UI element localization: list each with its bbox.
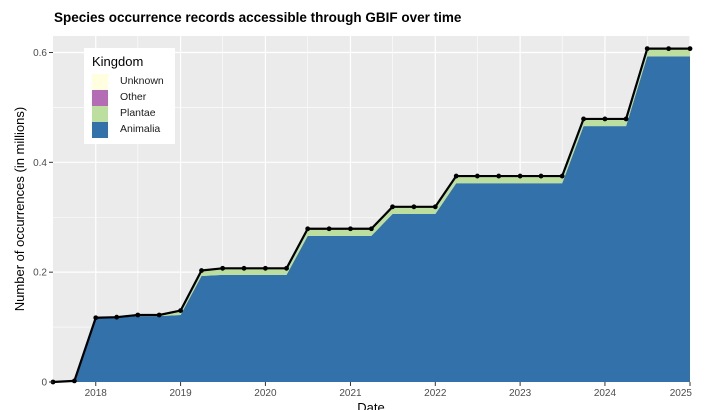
legend-title: Kingdom: [92, 54, 144, 69]
total-point: [623, 116, 629, 122]
legend-label-animalia: Animalia: [120, 123, 161, 135]
legend-key-plantae: [92, 106, 108, 122]
stacked-areas: [53, 48, 690, 382]
total-point: [263, 265, 268, 271]
x-tick-label: 2019: [169, 388, 192, 399]
y-tick-label: 0.6: [33, 48, 47, 59]
total-point: [93, 315, 99, 321]
x-tick-label: 2020: [254, 388, 277, 399]
total-point: [241, 265, 247, 271]
x-tick-label: 2022: [424, 388, 447, 399]
total-point: [114, 314, 120, 320]
total-point: [687, 46, 693, 52]
total-point: [326, 226, 332, 232]
total-point: [538, 173, 544, 179]
legend-item-unknown: Unknown: [92, 74, 177, 90]
x-axis: 2018 2019 2020 2021 2022 2023 2024 2025: [85, 382, 693, 399]
total-point: [390, 204, 395, 210]
total-point: [666, 46, 672, 52]
legend-item-animalia: Animalia: [92, 122, 177, 138]
x-tick-label: 2018: [85, 388, 108, 399]
total-point: [368, 226, 374, 232]
total-point: [474, 173, 480, 179]
y-axis-title: Number of occurrences (in millions): [12, 107, 27, 311]
legend-item-other: Other: [92, 90, 177, 106]
total-point: [602, 116, 608, 122]
total-point: [496, 173, 502, 179]
legend-key-other: [92, 90, 108, 106]
total-point: [559, 173, 565, 179]
total-point: [453, 173, 459, 179]
x-axis-title: Date: [357, 400, 384, 410]
total-point: [432, 204, 438, 210]
legend-key-unknown: [92, 74, 108, 90]
total-point: [156, 312, 162, 318]
x-tick-label: 2024: [594, 388, 617, 399]
chart-title: Species occurrence records accessible th…: [54, 10, 462, 25]
y-tick-label: 0: [41, 378, 47, 389]
total-point: [517, 173, 523, 179]
legend-item-plantae: Plantae: [92, 106, 177, 122]
y-tick-label: 0.2: [33, 268, 47, 279]
x-tick-label: 2023: [509, 388, 532, 399]
total-point: [305, 226, 311, 232]
legend: Kingdom Unknown Other Plantae Animalia: [84, 48, 175, 144]
total-point: [411, 204, 417, 210]
total-point: [644, 46, 650, 52]
y-axis: 0 0.2 0.4 0.6: [33, 48, 53, 389]
y-tick-label: 0.4: [33, 158, 47, 169]
total-point: [220, 265, 226, 271]
total-point: [199, 268, 204, 273]
total-point: [178, 308, 183, 314]
total-point: [348, 226, 353, 232]
total-point: [581, 116, 586, 122]
total-point: [284, 265, 289, 271]
legend-label-other: Other: [120, 91, 147, 103]
x-tick-label: 2025: [670, 388, 693, 399]
legend-key-animalia: [92, 122, 108, 138]
total-point: [71, 378, 77, 384]
area-animalia: [53, 56, 690, 382]
legend-label-plantae: Plantae: [120, 107, 156, 119]
total-point: [135, 312, 141, 318]
x-tick-label: 2021: [339, 388, 362, 399]
total-points: [50, 46, 693, 385]
legend-label-unknown: Unknown: [120, 75, 164, 87]
